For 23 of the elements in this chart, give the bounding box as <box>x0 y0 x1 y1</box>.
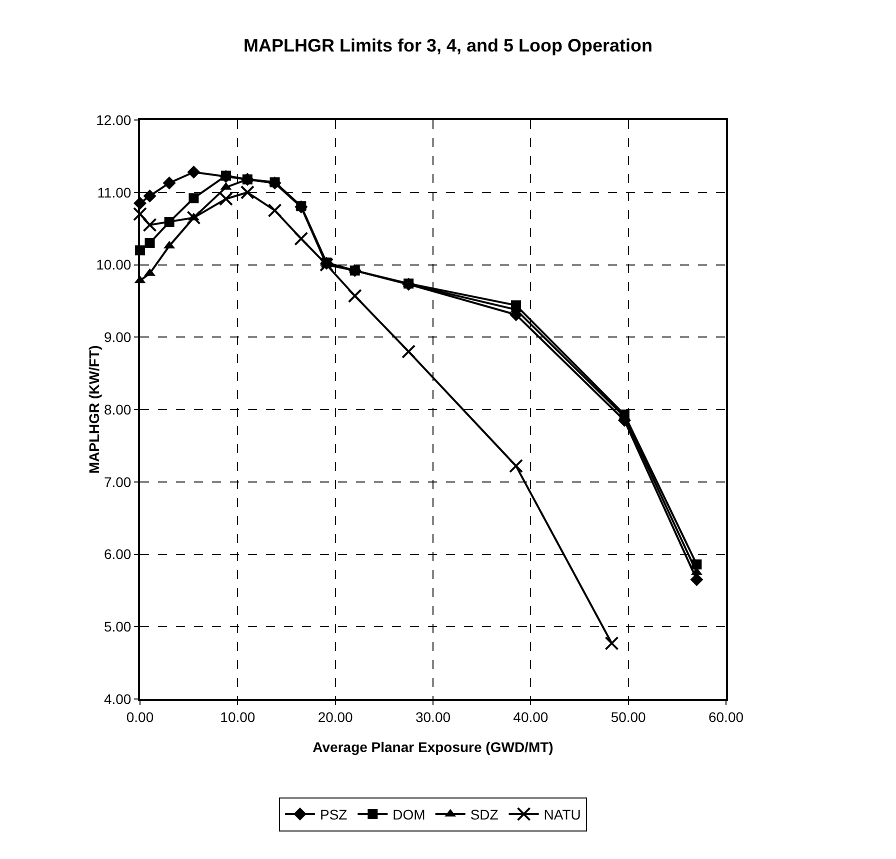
y-tick-label: 11.00 <box>97 184 132 200</box>
y-tick-label: 9.00 <box>104 329 132 346</box>
legend-label: DOM <box>392 806 426 822</box>
legend-label: NATU <box>544 806 581 822</box>
x-tick-label: 0.00 <box>126 708 154 725</box>
x-tick-label: 10.00 <box>220 708 256 725</box>
x-tick-label: 50.00 <box>610 708 646 725</box>
y-tick-label: 12.00 <box>96 112 132 128</box>
x-tick-label: 40.00 <box>513 708 548 725</box>
y-tick-label: 8.00 <box>104 401 132 418</box>
y-axis-title: MAPLHGR (KW/FT) <box>86 345 102 474</box>
y-tick-label: 10.00 <box>96 256 132 273</box>
legend-label: PSZ <box>320 806 348 822</box>
x-tick-label: 20.00 <box>318 708 354 725</box>
y-tick-label: 5.00 <box>104 618 132 635</box>
x-tick-label: 60.00 <box>708 708 744 725</box>
y-tick-label: 6.00 <box>104 546 132 562</box>
y-tick-label: 4.00 <box>104 690 132 707</box>
y-tick-label: 7.00 <box>104 474 132 490</box>
x-axis-title: Average Planar Exposure (GWD/MT) <box>312 739 554 755</box>
x-tick-label: 30.00 <box>415 708 451 725</box>
legend-label: SDZ <box>470 806 499 822</box>
chart-title: MAPLHGR Limits for 3, 4, and 5 Loop Operation <box>243 35 653 56</box>
